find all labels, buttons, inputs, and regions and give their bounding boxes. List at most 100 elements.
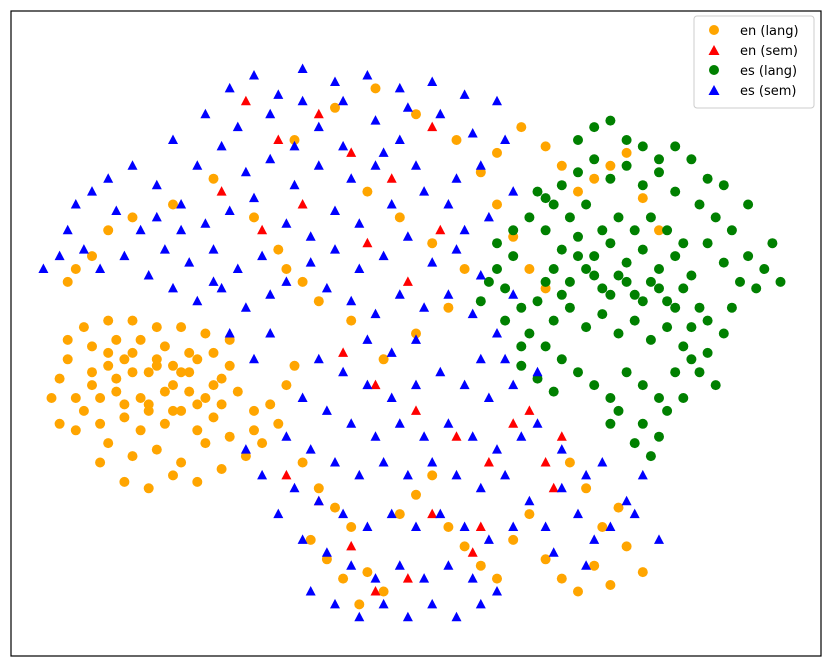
point-en-lang-66: [119, 354, 130, 365]
point-en-lang-124: [87, 251, 97, 262]
point-en-sem-26: [524, 405, 535, 415]
legend-entry-1: en (sem): [708, 44, 798, 59]
point-es-sem-18: [435, 108, 446, 119]
point-es-lang-114: [492, 238, 502, 249]
point-es-sem-98: [492, 444, 502, 454]
point-es-lang-55: [540, 341, 551, 352]
point-en-lang-112: [370, 83, 381, 94]
point-es-sem-140: [524, 495, 535, 506]
point-en-sem-23: [346, 540, 357, 551]
point-es-sem-115: [411, 521, 421, 531]
point-es-sem-137: [273, 508, 284, 519]
point-en-lang-12: [78, 405, 89, 416]
point-es-sem-35: [249, 192, 259, 203]
point-en-sem-21: [402, 573, 413, 583]
point-es-sem-41: [111, 205, 122, 215]
point-es-sem-65: [451, 244, 462, 254]
point-es-sem-74: [419, 302, 430, 312]
legend-label-1: en (sem): [740, 44, 798, 59]
point-es-sem-32: [176, 199, 187, 209]
point-en-lang-105: [637, 567, 648, 578]
point-en-lang-28: [208, 347, 219, 358]
point-es-lang-119: [775, 276, 786, 287]
point-es-sem-61: [354, 263, 365, 273]
point-en-lang-0: [54, 373, 65, 384]
legend-label-0: en (lang): [740, 24, 799, 39]
point-es-sem-97: [467, 431, 478, 441]
point-es-sem-109: [500, 469, 511, 480]
point-es-lang-50: [508, 251, 519, 262]
point-en-lang-76: [103, 347, 114, 358]
point-en-lang-139: [281, 264, 292, 274]
point-es-sem-6: [394, 82, 405, 93]
point-es-lang-43: [710, 212, 721, 223]
point-en-lang-132: [427, 238, 438, 249]
point-es-sem-52: [95, 263, 106, 273]
point-es-lang-14: [613, 270, 624, 281]
point-en-lang-72: [143, 405, 154, 416]
point-es-sem-12: [265, 108, 276, 119]
point-es-sem-68: [419, 186, 430, 196]
point-es-lang-7: [654, 264, 664, 274]
point-es-sem-126: [443, 560, 454, 570]
point-es-sem-86: [459, 379, 470, 390]
point-es-lang-37: [645, 334, 656, 345]
point-en-lang-148: [654, 225, 664, 236]
point-es-sem-60: [330, 244, 340, 254]
point-es-sem-91: [321, 405, 332, 415]
point-en-lang-97: [508, 534, 519, 545]
point-en-lang-16: [159, 418, 170, 429]
point-en-sem-0: [240, 95, 251, 106]
point-es-sem-8: [459, 89, 470, 99]
point-en-lang-75: [216, 399, 227, 410]
point-en-lang-127: [249, 212, 259, 223]
point-es-lang-67: [759, 264, 770, 274]
point-es-sem-175: [556, 444, 567, 454]
point-es-sem-177: [597, 457, 608, 467]
point-en-lang-54: [103, 315, 114, 326]
point-en-lang-64: [184, 386, 195, 397]
point-es-sem-46: [232, 263, 243, 273]
point-es-sem-165: [54, 250, 65, 261]
point-es-sem-102: [330, 457, 340, 467]
point-es-sem-104: [378, 457, 389, 467]
point-es-lang-32: [564, 302, 575, 313]
point-es-lang-23: [573, 167, 583, 178]
point-es-sem-114: [386, 508, 397, 519]
point-en-lang-106: [597, 522, 608, 532]
point-en-lang-40: [70, 425, 81, 436]
point-en-lang-29: [224, 360, 235, 371]
point-en-lang-118: [524, 264, 535, 274]
point-es-lang-4: [605, 238, 616, 249]
point-en-lang-19: [208, 412, 219, 423]
point-es-sem-73: [394, 289, 405, 299]
point-es-sem-90: [297, 392, 308, 402]
point-es-lang-90: [597, 225, 608, 236]
point-en-lang-143: [573, 186, 583, 197]
point-en-lang-79: [176, 367, 187, 378]
point-es-sem-50: [62, 224, 73, 235]
point-es-sem-142: [556, 482, 567, 493]
point-en-lang-120: [208, 173, 219, 184]
legend-marker-3: [708, 85, 720, 95]
point-es-lang-46: [751, 283, 762, 294]
point-en-lang-43: [143, 483, 154, 494]
point-en-lang-70: [95, 393, 106, 403]
point-es-lang-42: [735, 276, 745, 287]
point-es-sem-117: [459, 521, 470, 531]
legend: en (lang) en (sem) es (lang) es (sem): [693, 15, 815, 109]
point-es-lang-83: [589, 270, 600, 281]
point-es-lang-73: [621, 135, 632, 145]
point-en-lang-18: [192, 425, 203, 436]
point-es-lang-81: [556, 289, 567, 300]
point-es-sem-159: [297, 95, 308, 106]
point-en-lang-51: [54, 418, 65, 429]
point-en-lang-92: [427, 470, 438, 481]
point-es-sem-76: [467, 308, 478, 319]
point-es-sem-80: [313, 353, 324, 364]
point-es-lang-74: [637, 141, 648, 152]
point-en-sem-9: [362, 237, 373, 248]
point-es-sem-25: [289, 179, 300, 190]
point-es-lang-30: [532, 296, 543, 307]
point-es-lang-35: [613, 328, 624, 339]
